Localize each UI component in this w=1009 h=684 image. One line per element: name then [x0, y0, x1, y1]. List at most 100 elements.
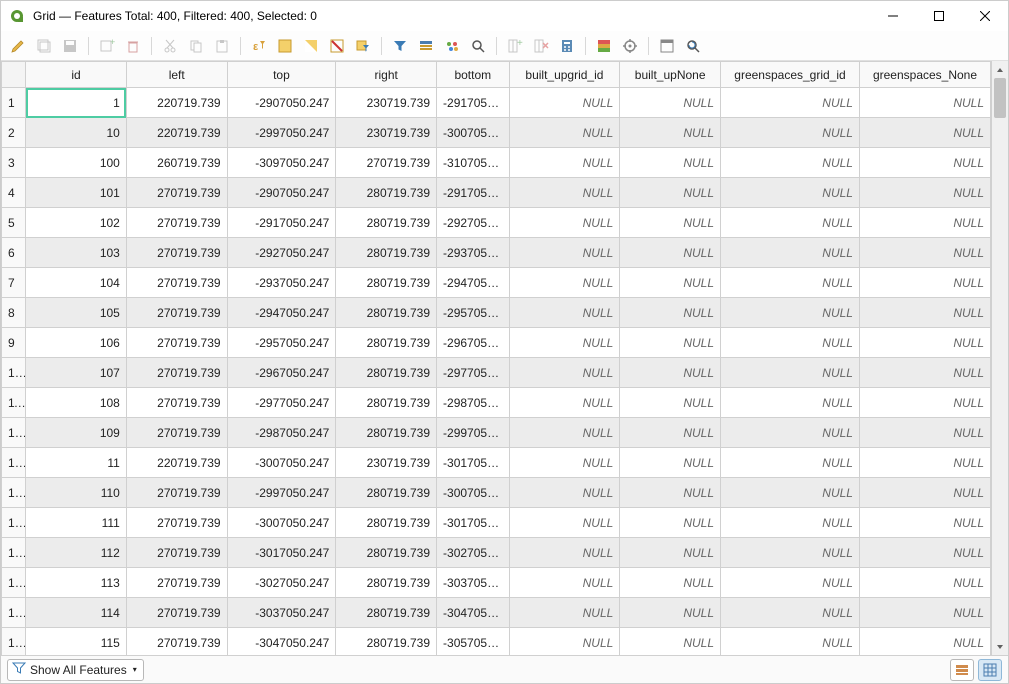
- cell[interactable]: 270719.739: [126, 418, 227, 448]
- cell[interactable]: -3007050....: [437, 118, 510, 148]
- cell[interactable]: 270719.739: [336, 148, 437, 178]
- select-all-icon[interactable]: [274, 35, 296, 57]
- cell-null[interactable]: NULL: [620, 388, 721, 418]
- expression-select-icon[interactable]: ε: [248, 35, 270, 57]
- cell[interactable]: 270719.739: [126, 598, 227, 628]
- cell[interactable]: -2957050....: [437, 298, 510, 328]
- delete-column-icon[interactable]: [530, 35, 552, 57]
- cell[interactable]: 108: [26, 388, 127, 418]
- table-row[interactable]: 15111270719.739-3007050.247280719.739-30…: [2, 508, 991, 538]
- cell[interactable]: 280719.739: [336, 568, 437, 598]
- cell[interactable]: 270719.739: [126, 178, 227, 208]
- cell-null[interactable]: NULL: [509, 388, 620, 418]
- table-row[interactable]: 6103270719.739-2927050.247280719.739-293…: [2, 238, 991, 268]
- copy-icon[interactable]: [185, 35, 207, 57]
- cell-null[interactable]: NULL: [859, 88, 990, 118]
- cell-null[interactable]: NULL: [620, 628, 721, 656]
- table-row[interactable]: 7104270719.739-2937050.247280719.739-294…: [2, 268, 991, 298]
- cell-null[interactable]: NULL: [859, 328, 990, 358]
- cell-null[interactable]: NULL: [859, 448, 990, 478]
- delete-feature-icon[interactable]: [122, 35, 144, 57]
- column-header[interactable]: right: [336, 62, 437, 88]
- reload-icon[interactable]: [682, 35, 704, 57]
- cell-null[interactable]: NULL: [620, 118, 721, 148]
- cell[interactable]: 280719.739: [336, 238, 437, 268]
- table-row[interactable]: 19115270719.739-3047050.247280719.739-30…: [2, 628, 991, 656]
- cell[interactable]: 111: [26, 508, 127, 538]
- cell[interactable]: -3047050.247: [227, 628, 336, 656]
- cell[interactable]: 220719.739: [126, 118, 227, 148]
- cell-null[interactable]: NULL: [509, 598, 620, 628]
- cell-null[interactable]: NULL: [509, 298, 620, 328]
- cell[interactable]: -3107050....: [437, 148, 510, 178]
- cell[interactable]: 114: [26, 598, 127, 628]
- column-header[interactable]: greenspaces_None: [859, 62, 990, 88]
- cell[interactable]: 280719.739: [336, 508, 437, 538]
- table-row[interactable]: 16112270719.739-3017050.247280719.739-30…: [2, 538, 991, 568]
- cell[interactable]: -3057050....: [437, 628, 510, 656]
- cell[interactable]: 101: [26, 178, 127, 208]
- cell-null[interactable]: NULL: [859, 178, 990, 208]
- cell[interactable]: -3007050....: [437, 478, 510, 508]
- table-row[interactable]: 210220719.739-2997050.247230719.739-3007…: [2, 118, 991, 148]
- cell-null[interactable]: NULL: [509, 628, 620, 656]
- row-header[interactable]: 10: [2, 358, 26, 388]
- cell-null[interactable]: NULL: [509, 478, 620, 508]
- scroll-up-icon[interactable]: [992, 61, 1008, 78]
- cell-null[interactable]: NULL: [509, 448, 620, 478]
- row-header[interactable]: 17: [2, 568, 26, 598]
- cell[interactable]: 106: [26, 328, 127, 358]
- cell[interactable]: -2987050....: [437, 388, 510, 418]
- cell[interactable]: -2947050.247: [227, 298, 336, 328]
- cell-null[interactable]: NULL: [620, 568, 721, 598]
- cell[interactable]: -3007050.247: [227, 508, 336, 538]
- cell-null[interactable]: NULL: [509, 178, 620, 208]
- cell[interactable]: -3037050....: [437, 568, 510, 598]
- column-header[interactable]: left: [126, 62, 227, 88]
- cell-null[interactable]: NULL: [620, 538, 721, 568]
- row-header[interactable]: 14: [2, 478, 26, 508]
- cell[interactable]: 280719.739: [336, 538, 437, 568]
- cell[interactable]: -3017050.247: [227, 538, 336, 568]
- cell[interactable]: 260719.739: [126, 148, 227, 178]
- cell-null[interactable]: NULL: [509, 418, 620, 448]
- attribute-grid[interactable]: idlefttoprightbottombuilt_upgrid_idbuilt…: [1, 61, 991, 655]
- cell-null[interactable]: NULL: [721, 508, 860, 538]
- dock-icon[interactable]: [656, 35, 678, 57]
- cell[interactable]: -2907050.247: [227, 178, 336, 208]
- cell[interactable]: -2997050.247: [227, 118, 336, 148]
- cell-null[interactable]: NULL: [859, 238, 990, 268]
- filter-icon[interactable]: [389, 35, 411, 57]
- cell[interactable]: 270719.739: [126, 568, 227, 598]
- cut-icon[interactable]: [159, 35, 181, 57]
- cell[interactable]: 270719.739: [126, 208, 227, 238]
- row-header[interactable]: 8: [2, 298, 26, 328]
- cell[interactable]: 280719.739: [336, 328, 437, 358]
- row-header[interactable]: 11: [2, 388, 26, 418]
- cell[interactable]: 11: [26, 448, 127, 478]
- cell[interactable]: -2977050.247: [227, 388, 336, 418]
- cell-null[interactable]: NULL: [721, 418, 860, 448]
- cell-null[interactable]: NULL: [721, 598, 860, 628]
- cell[interactable]: -2937050.247: [227, 268, 336, 298]
- cell-null[interactable]: NULL: [859, 568, 990, 598]
- cell[interactable]: -2967050.247: [227, 358, 336, 388]
- cell[interactable]: 107: [26, 358, 127, 388]
- cell-null[interactable]: NULL: [859, 628, 990, 656]
- table-row[interactable]: 3100260719.739-3097050.247270719.739-310…: [2, 148, 991, 178]
- table-view-button[interactable]: [978, 659, 1002, 681]
- cell[interactable]: -2907050.247: [227, 88, 336, 118]
- cell-null[interactable]: NULL: [509, 118, 620, 148]
- cell-null[interactable]: NULL: [509, 208, 620, 238]
- cell[interactable]: -2977050....: [437, 358, 510, 388]
- row-header[interactable]: 16: [2, 538, 26, 568]
- pencil-icon[interactable]: [7, 35, 29, 57]
- cell-null[interactable]: NULL: [721, 628, 860, 656]
- row-header[interactable]: 12: [2, 418, 26, 448]
- cell-null[interactable]: NULL: [721, 268, 860, 298]
- row-header[interactable]: 15: [2, 508, 26, 538]
- cell[interactable]: 270719.739: [126, 268, 227, 298]
- cell[interactable]: 112: [26, 538, 127, 568]
- add-feature-icon[interactable]: +: [96, 35, 118, 57]
- cell-null[interactable]: NULL: [509, 508, 620, 538]
